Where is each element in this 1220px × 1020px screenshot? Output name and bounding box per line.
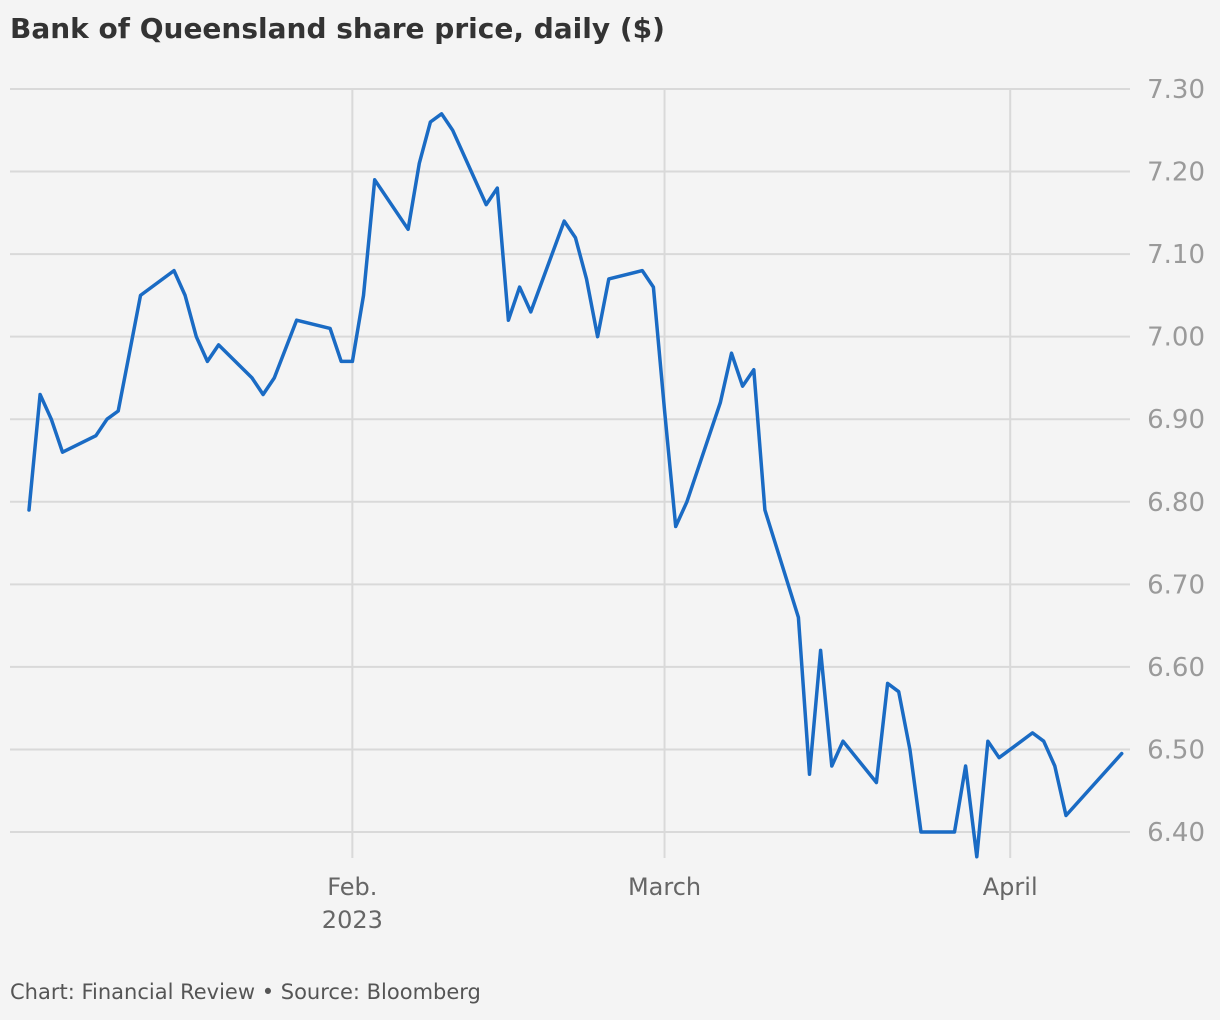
y-tick-label: 6.70 [1147,570,1205,600]
x-tick-label: Feb. [327,873,377,901]
y-axis-ticks: 6.40 6.50 6.60 6.70 6.80 6.90 7.00 7.10 7.20 7.30 [1147,75,1205,848]
y-tick-label: 6.40 [1147,818,1205,848]
y-tick-label: 7.00 [1147,323,1205,353]
x-tick-label: March [628,873,701,901]
series-line-0 [27,112,1124,859]
series-group [27,112,1124,859]
x-axis-ticks: Feb. 2023 March April [322,873,1038,934]
y-tick-label: 6.90 [1147,405,1205,435]
x-tick-label: April [983,873,1038,901]
vertical-gridlines [351,89,1012,858]
y-tick-label: 6.60 [1147,653,1205,683]
y-tick-label: 7.20 [1147,158,1205,188]
x-tick-sublabel: 2023 [322,906,383,934]
y-tick-label: 6.80 [1147,488,1205,518]
line-chart: 6.40 6.50 6.60 6.70 6.80 6.90 7.00 7.10 7.20 7.30… [10,75,1205,934]
y-tick-label: 6.50 [1147,735,1205,765]
y-tick-label: 7.10 [1147,240,1205,270]
y-tick-label: 7.30 [1147,75,1205,105]
chart-title: Bank of Queensland share price, daily ($… [10,12,665,45]
horizontal-gridlines [10,88,1130,833]
chart-source-footer: Chart: Financial Review • Source: Bloomb… [10,980,481,1004]
